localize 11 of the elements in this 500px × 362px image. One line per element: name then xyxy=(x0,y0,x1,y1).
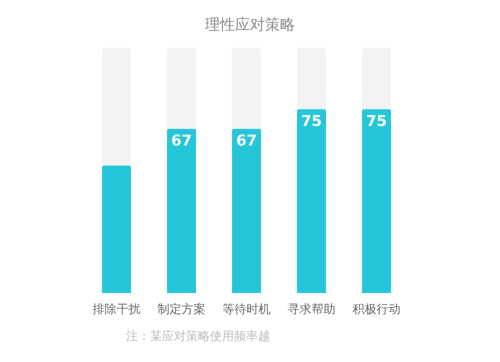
data-label: 67 xyxy=(236,131,257,150)
chart-title: 理性应对策略 xyxy=(205,16,295,34)
x-tick-label: 寻求帮助 xyxy=(288,302,336,316)
x-tick-label: 排除干扰 xyxy=(92,302,140,316)
x-tick-label: 制定方案 xyxy=(158,302,206,316)
data-label: 67 xyxy=(171,131,192,150)
data-label: 75 xyxy=(366,112,387,130)
text: 注：某应对策略使用频率越 xyxy=(126,329,270,343)
x-tick-label: 等待时机 xyxy=(222,302,270,316)
data-label: 75 xyxy=(301,112,322,130)
x-tick-label: 积极行动 xyxy=(352,302,400,316)
